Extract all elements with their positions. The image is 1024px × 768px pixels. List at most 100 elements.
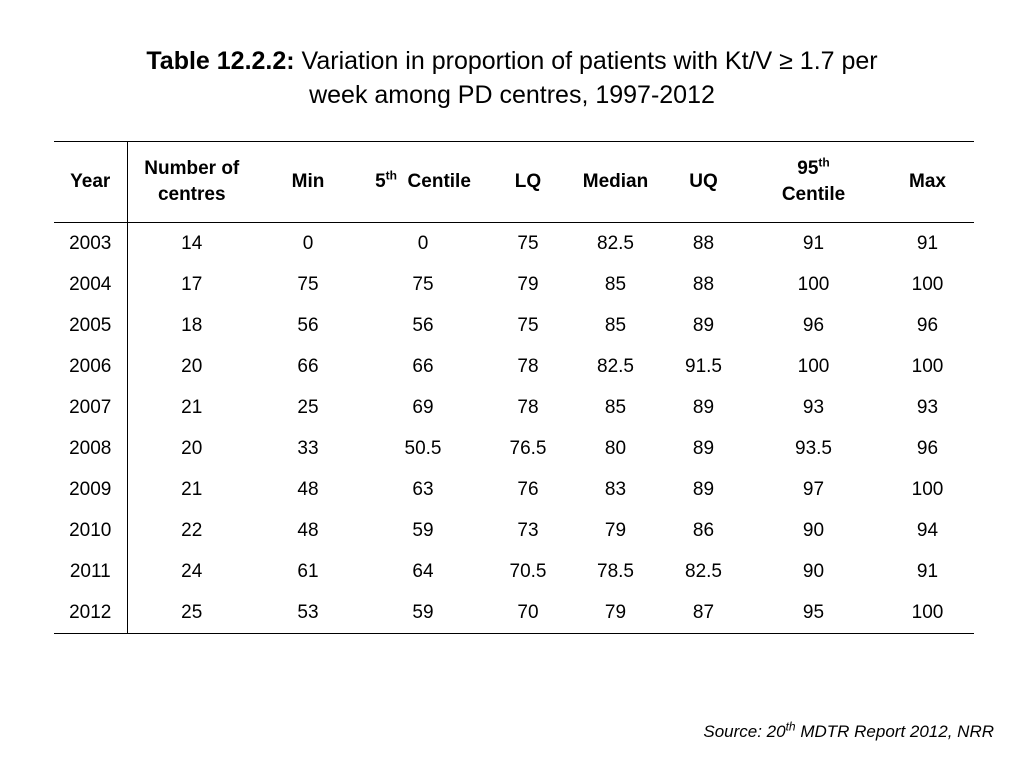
header-year: Year bbox=[54, 141, 128, 223]
cell-95th-centile: 90 bbox=[802, 519, 825, 541]
cell-number-of-centres: 25 bbox=[127, 592, 256, 634]
cell-5th-centile: 50.5 bbox=[404, 437, 442, 459]
cell-max: 100 bbox=[911, 355, 944, 377]
cell-5th-centile: 63 bbox=[412, 478, 434, 500]
cell-median: 79 bbox=[570, 592, 661, 634]
cell-uq: 86 bbox=[692, 519, 715, 541]
cell-year: 2010 bbox=[54, 510, 128, 551]
header-5th-superscript: th bbox=[385, 168, 397, 183]
cell-number-of-centres: 24 bbox=[181, 560, 203, 582]
header-5th-text: Centile bbox=[407, 171, 471, 192]
header-number-line-1: Number of bbox=[144, 158, 240, 179]
cell-min: 66 bbox=[297, 355, 319, 377]
table-title: Table 12.2.2: Variation in proportion of… bbox=[0, 44, 1024, 112]
title-label: Table 12.2.2: bbox=[146, 47, 295, 75]
cell-95th-centile: 96 bbox=[802, 314, 825, 336]
source-superscript: th bbox=[785, 719, 796, 734]
cell-lq: 75 bbox=[517, 314, 539, 336]
cell-5th-centile: 0 bbox=[417, 232, 429, 254]
data-table: Year Number of centres Min 5th Centile L… bbox=[54, 141, 974, 634]
cell-uq: 91.5 bbox=[685, 355, 722, 377]
table-row: 2008 20 33 50.5 76.5 80 89 93.5 96 bbox=[54, 428, 974, 469]
cell-min: 56 bbox=[297, 314, 319, 336]
cell-max: 93 bbox=[916, 396, 939, 418]
cell-95th-centile: 93.5 bbox=[795, 437, 832, 459]
cell-max: 96 bbox=[916, 437, 939, 459]
cell-max: 91 bbox=[916, 560, 939, 582]
cell-5th-centile: 64 bbox=[412, 560, 434, 582]
header-min: Min bbox=[256, 141, 360, 223]
table-row: 2009 21 48 63 76 83 89 97 100 bbox=[54, 469, 974, 510]
cell-min: 61 bbox=[297, 560, 319, 582]
header-max: Max bbox=[881, 141, 974, 223]
table-row: 2006 20 66 66 78 82.5 91.5 100 100 bbox=[54, 346, 974, 387]
cell-95th-centile: 97 bbox=[802, 478, 825, 500]
cell-min: 33 bbox=[297, 437, 319, 459]
cell-year: 2004 bbox=[54, 264, 128, 305]
header-5th-centile: 5th Centile bbox=[360, 141, 486, 223]
header-95th-text: Centile bbox=[781, 184, 846, 205]
table-body: 2003 14 0 0 75 82.5 88 91 91 2004 17 75 75 79 85 88 100 1… bbox=[54, 222, 974, 634]
title-line-1: Table 12.2.2: Variation in proportion of… bbox=[0, 44, 1024, 78]
cell-uq: 89 bbox=[692, 396, 715, 418]
cell-median: 85 bbox=[604, 273, 627, 295]
table-row: 2012 25 53 59 70 79 87 95 100 bbox=[54, 592, 974, 634]
cell-lq: 76.5 bbox=[509, 437, 547, 459]
cell-year: 2006 bbox=[54, 346, 128, 387]
cell-lq: 78 bbox=[517, 355, 539, 377]
cell-uq: 89 bbox=[692, 437, 715, 459]
cell-95th-centile: 95 bbox=[746, 592, 881, 634]
cell-number-of-centres: 21 bbox=[181, 396, 203, 418]
header-uq: UQ bbox=[661, 141, 746, 223]
cell-min: 48 bbox=[297, 519, 319, 541]
cell-median: 85 bbox=[604, 396, 627, 418]
cell-95th-centile: 91 bbox=[802, 232, 825, 254]
cell-5th-centile: 59 bbox=[360, 592, 486, 634]
header-95th-centile: 95th Centile bbox=[746, 141, 881, 223]
table-row: 2003 14 0 0 75 82.5 88 91 91 bbox=[54, 222, 974, 264]
header-median: Median bbox=[570, 141, 661, 223]
title-text-line-1: Variation in proportion of patients with… bbox=[301, 47, 878, 75]
header-5th-number: 5 bbox=[375, 171, 386, 192]
source-suffix: MDTR Report 2012, NRR bbox=[795, 722, 994, 741]
cell-max: 100 bbox=[911, 273, 944, 295]
cell-median: 79 bbox=[604, 519, 627, 541]
table-row: 2004 17 75 75 79 85 88 100 100 bbox=[54, 264, 974, 305]
cell-year: 2005 bbox=[54, 305, 128, 346]
header-number-of-centres: Number of centres bbox=[127, 141, 256, 223]
header-lq: LQ bbox=[486, 141, 570, 223]
cell-min: 75 bbox=[297, 273, 319, 295]
cell-number-of-centres: 14 bbox=[181, 232, 203, 254]
cell-max: 100 bbox=[911, 478, 944, 500]
cell-median: 80 bbox=[604, 437, 627, 459]
cell-year: 2011 bbox=[54, 551, 128, 592]
cell-max: 94 bbox=[916, 519, 939, 541]
table-row: 2011 24 61 64 70.5 78.5 82.5 90 91 bbox=[54, 551, 974, 592]
cell-uq: 88 bbox=[692, 232, 715, 254]
cell-uq: 89 bbox=[692, 314, 715, 336]
cell-lq: 70.5 bbox=[509, 560, 547, 582]
cell-year: 2009 bbox=[54, 469, 128, 510]
cell-5th-centile: 56 bbox=[412, 314, 434, 336]
cell-95th-centile: 90 bbox=[802, 560, 825, 582]
cell-5th-centile: 75 bbox=[412, 273, 434, 295]
cell-95th-centile: 93 bbox=[802, 396, 825, 418]
cell-median: 82.5 bbox=[597, 355, 634, 377]
cell-5th-centile: 69 bbox=[412, 396, 434, 418]
cell-lq: 70 bbox=[486, 592, 570, 634]
table-row: 2005 18 56 56 75 85 89 96 96 bbox=[54, 305, 974, 346]
cell-year: 2012 bbox=[54, 592, 128, 634]
source-note: Source: 20th MDTR Report 2012, NRR bbox=[703, 719, 994, 742]
table-row: 2010 22 48 59 73 79 86 90 94 bbox=[54, 510, 974, 551]
header-95th-superscript: th bbox=[818, 155, 830, 170]
cell-median: 83 bbox=[604, 478, 627, 500]
table-row: 2007 21 25 69 78 85 89 93 93 bbox=[54, 387, 974, 428]
cell-year: 2003 bbox=[54, 222, 128, 264]
cell-uq: 82.5 bbox=[685, 560, 722, 582]
cell-uq: 87 bbox=[661, 592, 746, 634]
cell-lq: 79 bbox=[517, 273, 539, 295]
cell-min: 25 bbox=[297, 396, 319, 418]
header-row: Year Number of centres Min 5th Centile L… bbox=[54, 141, 974, 223]
cell-min: 48 bbox=[297, 478, 319, 500]
